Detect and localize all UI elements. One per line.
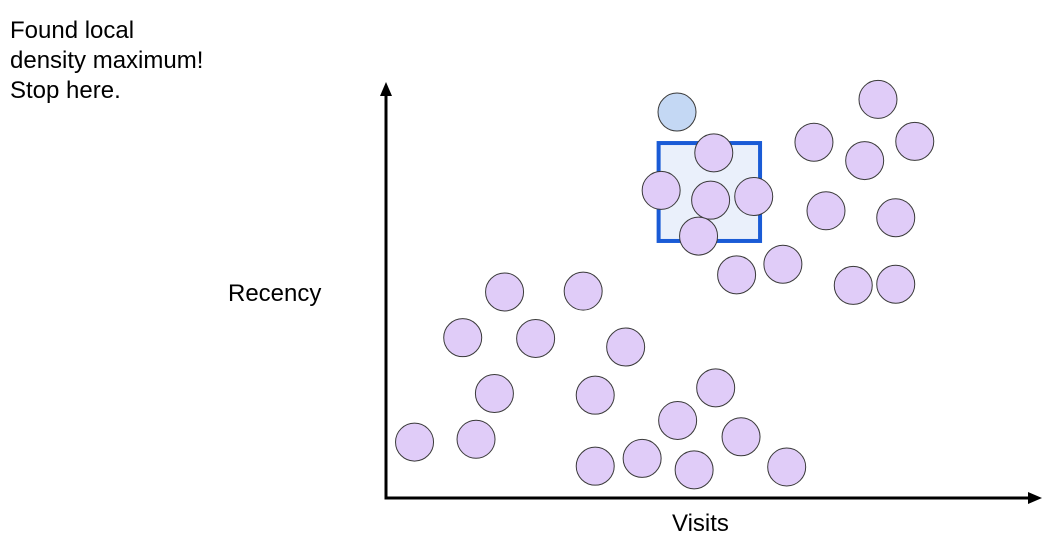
data-point [443,318,483,358]
annotation-line-1: Found local [10,17,135,44]
x-axis-label: Visits [672,510,729,537]
data-point [876,264,916,304]
data-point [622,438,662,478]
window-center-point [657,92,697,132]
data-point [895,121,935,161]
data-point [456,419,496,459]
data-point [516,318,556,358]
data-point [767,447,807,487]
data-point [563,271,603,311]
data-point [691,180,731,220]
data-point [806,191,846,231]
data-point [575,446,615,486]
y-axis-label: Recency [228,280,322,307]
x-axis-arrow [1028,492,1042,504]
data-point [717,255,757,295]
data-point [485,272,525,312]
data-point [395,422,435,462]
data-point [696,368,736,408]
y-axis-arrow [380,82,392,96]
data-point [474,374,514,414]
data-point [794,122,834,162]
data-point [674,450,714,490]
annotation-line-3: Stop here. [10,77,121,104]
data-point [858,79,898,119]
data-point [658,400,698,440]
data-point [763,244,803,284]
data-point [641,170,681,210]
data-point [876,198,916,238]
data-point [606,327,646,367]
annotation-text: Found local density maximum! Stop here. [10,16,203,106]
data-point [734,176,774,216]
data-point [694,133,734,173]
data-point [679,216,719,256]
annotation-line-2: density maximum! [10,47,204,74]
data-point [833,265,873,305]
data-point [721,417,761,457]
data-point [575,375,615,415]
data-point [845,141,885,181]
